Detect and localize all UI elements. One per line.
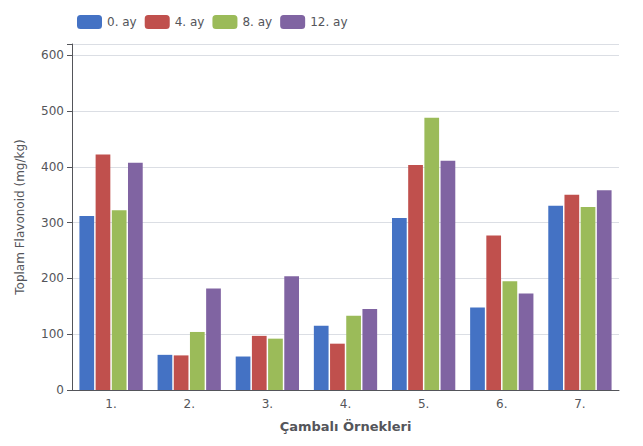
svg-text:500: 500 — [41, 104, 64, 118]
svg-text:0. ay: 0. ay — [107, 15, 137, 29]
svg-text:8. ay: 8. ay — [242, 15, 272, 29]
svg-text:600: 600 — [41, 48, 64, 62]
svg-text:12. ay: 12. ay — [310, 15, 347, 29]
svg-text:1.: 1. — [105, 397, 116, 411]
svg-text:Toplam Flavonoid (mg/kg): Toplam Flavonoid (mg/kg) — [13, 139, 27, 295]
svg-text:Çambalı Örnekleri: Çambalı Örnekleri — [280, 419, 412, 434]
svg-text:5.: 5. — [418, 397, 429, 411]
svg-text:200: 200 — [41, 271, 64, 285]
svg-text:0: 0 — [56, 383, 64, 397]
svg-text:300: 300 — [41, 216, 64, 230]
svg-text:4. ay: 4. ay — [175, 15, 205, 29]
svg-text:400: 400 — [41, 160, 64, 174]
svg-text:4.: 4. — [340, 397, 351, 411]
svg-text:6.: 6. — [496, 397, 507, 411]
svg-text:3.: 3. — [262, 397, 273, 411]
svg-text:7.: 7. — [574, 397, 585, 411]
svg-text:2.: 2. — [183, 397, 194, 411]
svg-text:100: 100 — [41, 327, 64, 341]
